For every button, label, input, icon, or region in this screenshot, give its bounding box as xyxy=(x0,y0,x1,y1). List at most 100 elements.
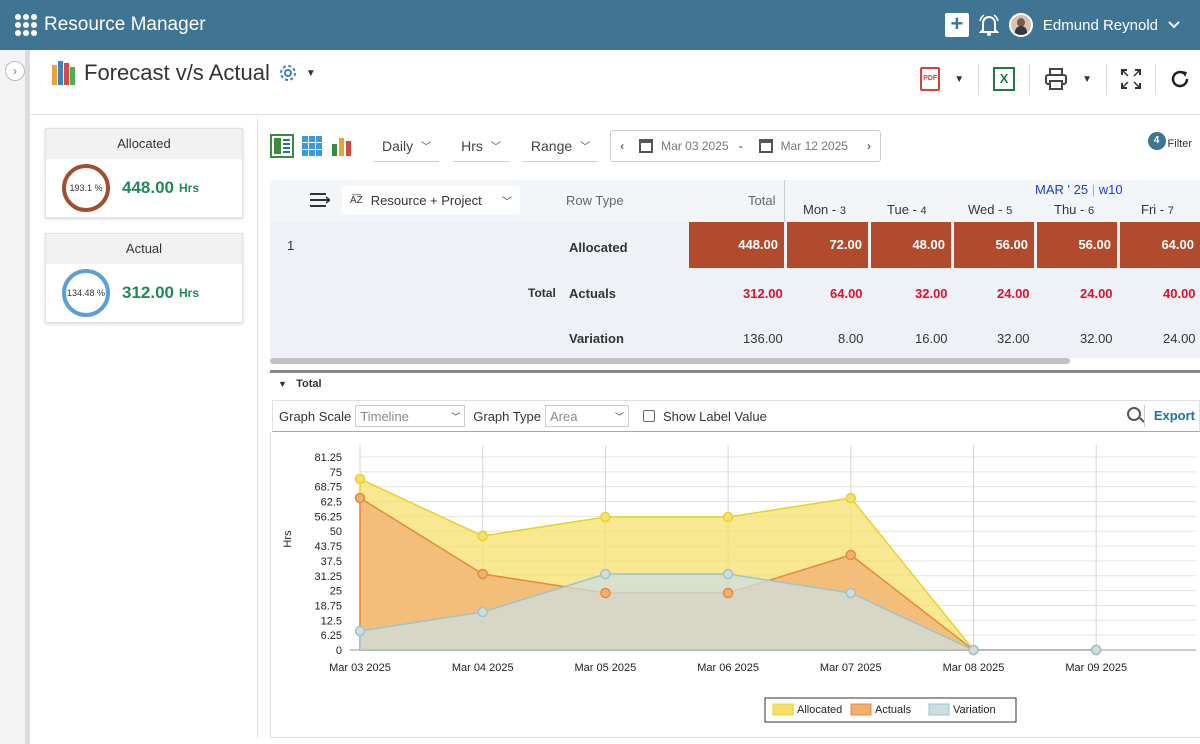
area-chart: 0 6.25 12.5 18.75 25 31.25 37.5 43.75 50 56.25 62.… xyxy=(282,445,1196,723)
y-tick-label: 56.25 xyxy=(314,511,342,523)
total-label: Total xyxy=(528,286,556,300)
legend-label: Variation xyxy=(953,704,996,716)
y-tick-label: 43.75 xyxy=(314,541,342,553)
allocated-day-cell[interactable]: 56.00 xyxy=(1037,222,1117,268)
graph-scale-select[interactable]: Timeline ﹀ xyxy=(355,405,466,427)
pdf-icon[interactable]: PDF xyxy=(920,67,941,91)
actuals-day-cell: 64.00 xyxy=(830,286,863,301)
allocated-day-cell[interactable]: 48.00 xyxy=(871,222,951,268)
calendar-icon[interactable] xyxy=(639,139,654,153)
settings-chevron-icon[interactable]: ▼ xyxy=(305,67,316,79)
chart-frame: 0 6.25 12.5 18.75 25 31.25 37.5 43.75 50 56.25 62.… xyxy=(270,432,1200,738)
sidebar-toggle-icon[interactable]: › xyxy=(5,61,25,81)
variation-day-cell: 16.00 xyxy=(915,331,948,346)
allocated-total-cell[interactable]: 448.00 xyxy=(689,222,784,268)
data-point xyxy=(722,568,734,580)
y-tick-label: 37.5 xyxy=(321,556,342,568)
legend-swatch xyxy=(772,703,794,716)
data-point xyxy=(477,530,488,542)
refresh-icon[interactable] xyxy=(1170,69,1190,89)
y-tick-label: 68.75 xyxy=(314,482,342,494)
fullscreen-icon[interactable] xyxy=(1121,69,1141,89)
group-by-select[interactable]: A͞Z Resource + Project ﹀ xyxy=(342,186,520,214)
actuals-day-cell: 32.00 xyxy=(915,286,948,301)
prev-date-icon[interactable]: ‹ xyxy=(620,139,625,153)
pdf-chevron-icon[interactable]: ▼ xyxy=(954,73,965,85)
range-select[interactable]: Range ﹀ xyxy=(522,130,599,162)
legend-box xyxy=(764,697,1017,723)
y-tick-label: 75 xyxy=(330,467,342,479)
bell-icon[interactable] xyxy=(978,14,999,36)
user-name[interactable]: Edmund Reynold xyxy=(1042,16,1158,34)
legend-label: Allocated xyxy=(797,704,842,716)
add-icon[interactable]: + xyxy=(944,13,969,37)
filter-button[interactable]: 4 Filter xyxy=(1147,132,1192,150)
y-tick-label: 12.5 xyxy=(321,615,342,627)
chevron-down-icon[interactable] xyxy=(1168,21,1180,29)
week-label: MAR ' 25 | w10 xyxy=(1035,182,1123,197)
avatar[interactable] xyxy=(1008,13,1033,37)
data-point xyxy=(354,473,366,485)
period-select[interactable]: Daily ﹀ xyxy=(374,130,440,162)
actuals-day-cell: 40.00 xyxy=(1163,286,1196,301)
horizontal-scrollbar[interactable] xyxy=(270,358,1070,364)
kpi-value: 448.00 xyxy=(122,178,174,197)
y-tick-label: 18.75 xyxy=(314,600,342,612)
calendar-icon[interactable] xyxy=(758,139,773,153)
expand-rows-icon[interactable] xyxy=(310,192,330,208)
variation-day-cell: 32.00 xyxy=(997,331,1030,346)
data-point xyxy=(722,587,734,599)
graph-controls: Graph Scale Timeline ﹀ Graph Type Area ﹀ S… xyxy=(272,400,1200,432)
filter-count-badge: 4 xyxy=(1147,132,1166,150)
grid-chart-view-icon[interactable] xyxy=(270,134,294,158)
date-to[interactable]: Mar 12 2025 xyxy=(780,139,848,153)
y-tick-label: 25 xyxy=(330,586,342,598)
zoom-icon[interactable] xyxy=(1127,407,1141,421)
kpi-label: Allocated xyxy=(46,129,242,159)
data-point xyxy=(354,492,366,504)
graph-scale-label: Graph Scale xyxy=(279,408,352,424)
gear-icon[interactable] xyxy=(278,63,298,83)
kpi-ring: 193.1 % xyxy=(62,164,110,212)
unit-select[interactable]: Hrs ﹀ xyxy=(453,130,509,162)
day-header: Fri - 7 xyxy=(1141,202,1174,217)
next-date-icon[interactable]: › xyxy=(866,139,871,153)
graph-type-label: Graph Type xyxy=(473,408,541,424)
date-from[interactable]: Mar 03 2025 xyxy=(661,139,729,153)
y-tick-label: 6.25 xyxy=(321,630,342,642)
data-point xyxy=(477,568,488,580)
data-point xyxy=(600,511,611,523)
x-tick-label: Mar 05 2025 xyxy=(575,662,637,674)
top-bar: Resource Manager + Edmund Reynold xyxy=(0,0,1200,50)
chart-view-icon[interactable] xyxy=(330,134,354,158)
data-grid: A͞Z Resource + Project ﹀ Row Type Total … xyxy=(270,180,1200,358)
y-axis-label: Hrs xyxy=(282,530,294,548)
variation-day-cell: 8.00 xyxy=(838,331,864,346)
y-tick-label: 31.25 xyxy=(314,571,342,583)
kpi-card-allocated: Allocated 193.1 % 448.00 Hrs xyxy=(45,128,243,218)
allocated-day-cell[interactable]: 72.00 xyxy=(787,222,868,268)
kpi-percent: 193.1 % xyxy=(69,183,103,193)
apps-grid-icon[interactable] xyxy=(15,14,37,36)
data-point xyxy=(845,549,857,561)
view-controls: Daily ﹀ Hrs ﹀ Range ﹀ ‹ Mar 03 2025 - Mar 1… xyxy=(270,130,881,162)
allocated-day-cell[interactable]: 64.00 xyxy=(1120,222,1200,268)
print-icon[interactable] xyxy=(1044,68,1068,90)
grid-body: 1 Allocated 448.00 72.00 48.00 56.00 56.… xyxy=(270,222,1200,358)
toolbar: PDF ▼ X ▼ xyxy=(920,64,1190,94)
data-point xyxy=(722,511,734,523)
panel-splitter[interactable] xyxy=(270,370,1200,373)
allocated-day-cell[interactable]: 56.00 xyxy=(954,222,1034,268)
data-point xyxy=(600,568,611,580)
show-label-checkbox[interactable] xyxy=(642,410,655,422)
x-tick-label: Mar 07 2025 xyxy=(820,662,882,674)
data-point xyxy=(1090,644,1102,656)
graph-type-select[interactable]: Area ﹀ xyxy=(544,405,629,427)
total-section-toggle[interactable]: ▼ Total xyxy=(278,378,322,390)
print-chevron-icon[interactable]: ▼ xyxy=(1082,73,1092,85)
grid-view-icon[interactable] xyxy=(300,134,324,158)
actuals-total-cell: 312.00 xyxy=(743,286,783,301)
excel-icon[interactable]: X xyxy=(993,67,1016,91)
row-index: 1 xyxy=(287,238,295,253)
export-link[interactable]: Export xyxy=(1153,408,1195,423)
